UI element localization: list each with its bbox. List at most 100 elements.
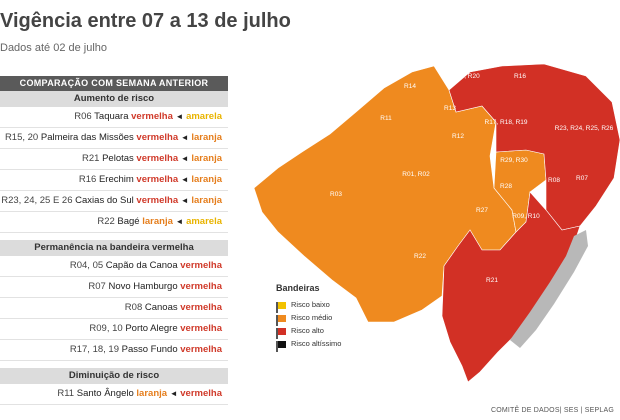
page-title: Vigência entre 07 a 13 de julho [0,10,291,32]
legend-title: Bandeiras [276,283,320,293]
map-region-label: R13 [444,105,456,112]
table-row: R21 Pelotas vermelha ◄ laranja [0,149,228,170]
current-flag: vermelha [180,302,222,313]
map-region-label: R11 [380,115,392,122]
map-region-label: R15, R20 [452,73,480,80]
legend-label: Risco médio [291,313,333,322]
previous-flag: laranja [191,174,222,185]
region-code: R22 [97,216,115,227]
current-flag: vermelha [136,132,179,143]
legend-item: Risco médio [276,311,341,326]
lagoon [510,230,588,348]
section-aumento: Aumento de risco [0,91,228,107]
flag-icon [276,340,286,352]
legend-label: Risco altíssimo [291,339,342,348]
flag-icon [276,314,286,326]
region-code: R09, 10 [89,323,123,334]
region-code: R23, 24, 25 E 26 [1,195,73,206]
map-region-label: R17, R18, R19 [485,119,528,126]
region-code: R06 [74,111,92,122]
current-flag: laranja [142,216,173,227]
table-row: R22 Bagé laranja ◄ amarela [0,212,228,233]
arrow-left-icon: ◄ [180,133,189,142]
map-region-label: R27 [476,207,488,214]
table-row: R23, 24, 25 E 26 Caxias do Sul vermelha … [0,191,228,212]
map-region-label: R09, R10 [512,213,540,220]
legend-item: Risco baixo [276,298,341,313]
map-region-label: R03 [330,191,342,198]
arrow-left-icon: ◄ [175,217,184,226]
table-row: R09, 10 Porto Alegre vermelha [0,319,228,340]
arrow-left-icon: ◄ [180,196,189,205]
table-row: R15, 20 Palmeira das Missões vermelha ◄ … [0,128,228,149]
current-flag: vermelha [131,111,173,122]
previous-flag: laranja [191,132,222,143]
arrow-left-icon: ◄ [169,389,178,398]
legend-item: Risco alto [276,324,341,339]
legend-label: Risco baixo [291,300,330,309]
panel-header: COMPARAÇÃO COM SEMANA ANTERIOR [0,76,228,91]
region-code: R21 [82,153,100,164]
region-code: R16 [78,174,97,185]
arrow-left-icon: ◄ [180,175,189,184]
table-row: R17, 18, 19 Passo Fundo vermelha [0,340,228,361]
city-name: Pelotas [102,153,134,164]
region-code: R07 [88,281,106,292]
legend-label: Risco alto [291,326,324,335]
map-region-label: R29, R30 [500,157,528,164]
map-labels: R14 R15, R20 R16 R13 R11 R12 R17, R18, R19 R23,… [330,73,614,284]
footer-credits: COMITÊ DE DADOS| SES | SEPLAG [490,407,614,414]
current-flag: vermelha [136,174,179,185]
previous-flag: laranja [191,153,222,164]
current-flag: vermelha [180,260,222,271]
previous-flag: amarela [186,216,222,227]
map-region-label: R08 [548,177,560,184]
map-region-label: R14 [404,83,416,90]
region-code: R15, 20 [4,132,39,143]
city-name: Capão da Canoa [105,260,178,271]
table-row: R11 Santo Ângelo laranja ◄ vermelha [0,384,228,405]
map-region-label: R28 [500,183,512,190]
legend-item: Risco altíssimo [276,337,342,352]
region-code: R04, 05 [69,260,104,271]
region-code: R11 [57,388,75,399]
legend: Bandeiras Risco baixo Risco médio Risco al… [276,283,342,352]
section-diminuicao: Diminuição de risco [0,368,228,384]
flag-icon [276,327,286,339]
city-name: Porto Alegre [125,323,178,334]
previous-flag: laranja [191,195,222,206]
city-name: Caxias do Sul [75,195,134,206]
table-row: R08 Canoas vermelha [0,298,228,319]
current-flag: vermelha [136,153,179,164]
comparison-panel: COMPARAÇÃO COM SEMANA ANTERIOR Aumento d… [0,76,228,405]
current-flag: vermelha [180,281,222,292]
city-name: Bagé [117,216,140,227]
current-flag: vermelha [180,388,222,399]
city-name: Novo Hamburgo [108,281,178,292]
previous-flag: amarela [186,111,222,122]
section-permanencia: Permanência na bandeira vermelha [0,240,228,256]
table-row: R16 Erechim vermelha ◄ laranja [0,170,228,191]
arrow-left-icon: ◄ [180,154,189,163]
city-name: Erechim [98,174,134,185]
permanencia-list: R04, 05 Capão da Canoa vermelha R07 Novo … [0,256,228,361]
city-name: Santo Ângelo [76,388,134,399]
map-region-label: R07 [576,175,588,182]
city-name: Palmeira das Missões [40,132,134,143]
current-flag: vermelha [180,344,222,355]
table-row: R07 Novo Hamburgo vermelha [0,277,228,298]
map-region-label: R21 [486,277,498,284]
table-row: R06 Taquara vermelha ◄ amarela [0,107,228,128]
map-region-label: R23, R24, R25, R26 [555,125,614,132]
page-subtitle: Dados até 02 de julho [0,42,108,54]
city-name: Canoas [144,302,178,313]
map-region-label: R12 [452,133,464,140]
arrow-left-icon: ◄ [175,112,184,121]
diminuicao-list: R11 Santo Ângelo laranja ◄ vermelha [0,384,228,405]
city-name: Passo Fundo [121,344,178,355]
aumento-list: R06 Taquara vermelha ◄ amarela R15, 20 Pa… [0,107,228,233]
map-region-label: R22 [414,253,426,260]
table-row: R04, 05 Capão da Canoa vermelha [0,256,228,277]
current-flag: vermelha [180,323,222,334]
current-flag: vermelha [136,195,179,206]
